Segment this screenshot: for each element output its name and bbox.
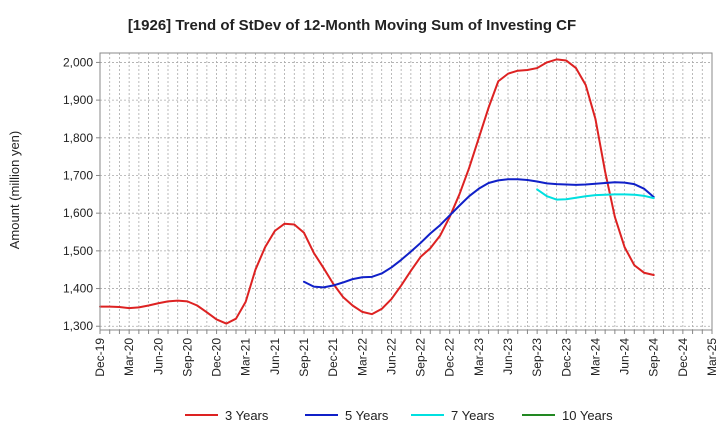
y-tick-label: 1,900 <box>63 93 93 107</box>
y-axis-label: Amount (million yen) <box>7 131 22 250</box>
legend-label: 7 Years <box>451 408 495 423</box>
legend-label: 3 Years <box>225 408 269 423</box>
series-line-7-years <box>536 188 655 201</box>
x-tick-label: Jun-21 <box>268 338 282 375</box>
x-tick-label: Dec-23 <box>559 338 573 377</box>
x-tick-label: Mar-22 <box>355 338 369 376</box>
series-line-5-years <box>303 178 655 289</box>
x-tick-label: Jun-22 <box>384 338 398 375</box>
legend-label: 5 Years <box>345 408 389 423</box>
x-tick-label: Sep-21 <box>297 338 311 377</box>
x-tick-label: Mar-21 <box>239 338 253 376</box>
x-tick-label: Sep-20 <box>180 338 194 377</box>
x-tick-label: Dec-21 <box>326 338 340 377</box>
x-tick-label: Sep-22 <box>414 338 428 377</box>
x-tick-label: Mar-25 <box>705 338 719 376</box>
series-line-3-years <box>99 58 655 325</box>
x-tick-label: Dec-20 <box>210 338 224 377</box>
x-tick-label: Sep-23 <box>530 338 544 377</box>
y-tick-label: 1,400 <box>63 282 93 296</box>
plot-frame <box>99 52 713 331</box>
y-tick-label: 1,300 <box>63 319 93 333</box>
y-axis-ticks: 1,300 1,400 1,500 1,600 1,700 1,800 1,900 2,000 <box>63 55 100 333</box>
y-tick-label: 2,000 <box>63 55 93 69</box>
x-tick-label: Dec-19 <box>93 338 107 377</box>
x-tick-label: Jun-20 <box>151 338 165 375</box>
x-tick-label: Mar-20 <box>122 338 136 376</box>
x-tick-label: Dec-22 <box>443 338 457 377</box>
series-lines <box>99 58 655 325</box>
chart-title: [1926] Trend of StDev of 12-Month Moving… <box>128 17 576 34</box>
x-tick-label: Dec-24 <box>676 338 690 377</box>
x-tick-label: Jun-23 <box>501 338 515 375</box>
legend-label: 10 Years <box>562 408 613 423</box>
legend: 3 Years 5 Years 7 Years 10 Years <box>185 408 613 423</box>
x-tick-label: Mar-23 <box>472 338 486 376</box>
x-tick-label: Mar-24 <box>588 338 602 376</box>
x-tick-label: Jun-24 <box>618 338 632 375</box>
grid <box>100 53 712 330</box>
y-tick-label: 1,500 <box>63 244 93 258</box>
y-tick-label: 1,600 <box>63 206 93 220</box>
y-tick-label: 1,700 <box>63 168 93 182</box>
x-axis-ticks: Dec-19 Mar-20 Jun-20 Sep-20 Dec-20 Mar-21 Jun-… <box>93 330 719 377</box>
x-tick-label: Sep-24 <box>647 338 661 377</box>
y-tick-label: 1,800 <box>63 131 93 145</box>
